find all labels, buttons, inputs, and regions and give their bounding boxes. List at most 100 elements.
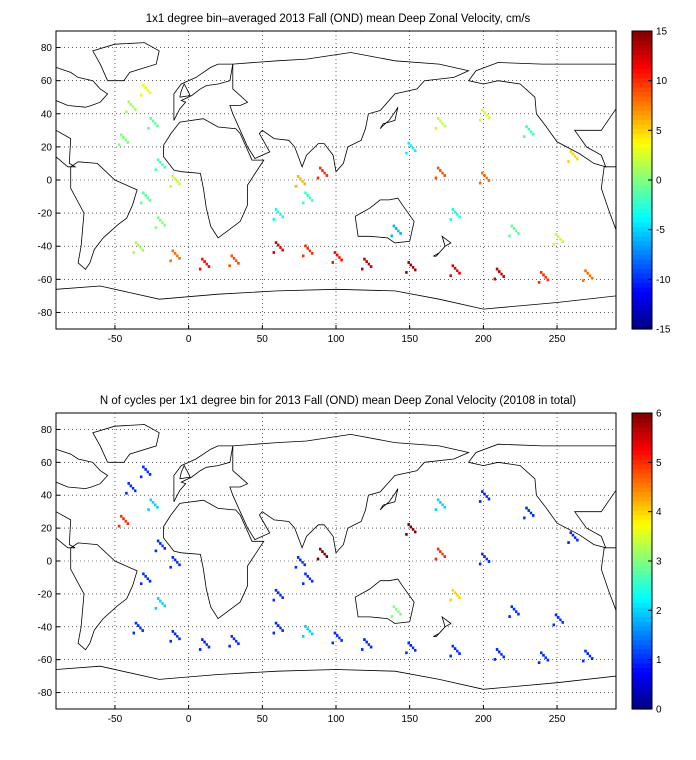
colorbar-segment bbox=[632, 676, 652, 682]
coastline bbox=[354, 197, 415, 244]
bin bbox=[146, 88, 149, 92]
bin bbox=[478, 118, 482, 122]
data-cell bbox=[228, 635, 240, 648]
data-cell bbox=[117, 133, 130, 147]
bin bbox=[310, 579, 314, 583]
data-cell bbox=[361, 638, 373, 651]
panel-2-data-cells bbox=[117, 465, 594, 664]
bin bbox=[303, 563, 306, 567]
bin bbox=[146, 470, 149, 474]
colorbar-segment bbox=[632, 477, 652, 483]
bin bbox=[281, 596, 284, 599]
bin bbox=[308, 577, 312, 581]
bin bbox=[405, 651, 408, 655]
bin bbox=[277, 591, 280, 595]
colorbar-segment bbox=[632, 198, 652, 204]
bin bbox=[399, 612, 402, 616]
colorbar-segment bbox=[632, 249, 652, 256]
colorbar-segment bbox=[632, 110, 652, 116]
bin bbox=[149, 117, 152, 120]
bin bbox=[272, 631, 275, 635]
coastline bbox=[600, 547, 617, 611]
colorbar-segment bbox=[632, 91, 652, 97]
bin bbox=[142, 465, 145, 469]
data-cell bbox=[294, 175, 306, 188]
bin bbox=[178, 563, 181, 567]
bin bbox=[458, 215, 461, 219]
bin bbox=[304, 244, 307, 248]
bin bbox=[294, 565, 298, 569]
bin bbox=[131, 487, 135, 490]
coastline bbox=[55, 67, 109, 108]
bin bbox=[552, 242, 555, 246]
bin bbox=[453, 266, 457, 270]
bin bbox=[117, 524, 121, 528]
colorbar-segment bbox=[632, 593, 652, 599]
bin bbox=[137, 624, 140, 627]
bin bbox=[169, 565, 172, 569]
data-cell bbox=[552, 613, 564, 627]
bin bbox=[478, 500, 482, 503]
colorbar-segment bbox=[632, 704, 652, 710]
bin bbox=[390, 615, 393, 618]
bin bbox=[310, 199, 314, 202]
y-tick-label: -20 bbox=[38, 589, 53, 600]
bin bbox=[277, 243, 280, 247]
bin bbox=[478, 562, 482, 566]
bin bbox=[493, 277, 497, 281]
bin bbox=[140, 475, 143, 479]
bin bbox=[303, 182, 306, 186]
bin bbox=[316, 557, 320, 561]
colorbar-segment bbox=[632, 226, 652, 232]
bin bbox=[120, 133, 123, 137]
colorbar-segment bbox=[632, 44, 652, 51]
bin bbox=[205, 262, 208, 266]
data-cell bbox=[361, 257, 373, 271]
panel-1-y-tick-labels: 80 60 40 20 0 -20 -40 -60 -80 bbox=[38, 43, 60, 319]
bin bbox=[540, 271, 543, 274]
bin bbox=[453, 647, 457, 650]
colorbar-tick-label: 15 bbox=[656, 27, 668, 38]
bin bbox=[161, 221, 164, 225]
bin bbox=[302, 635, 305, 638]
bin bbox=[207, 645, 211, 649]
bin bbox=[361, 648, 364, 651]
bin bbox=[176, 180, 179, 183]
colorbar-tick-label: -5 bbox=[656, 225, 665, 236]
data-cell bbox=[478, 171, 491, 185]
bin bbox=[319, 166, 322, 170]
bin bbox=[139, 246, 142, 249]
bin bbox=[125, 110, 128, 114]
bin bbox=[532, 514, 535, 517]
bin bbox=[176, 254, 179, 258]
colorbar-segment bbox=[632, 417, 652, 423]
colorbar-segment bbox=[632, 245, 652, 251]
coastline bbox=[433, 235, 452, 257]
bin bbox=[207, 265, 211, 268]
data-cell bbox=[272, 241, 284, 254]
panel-1-title: 1x1 degree bin–averaged 2013 Fall (OND) … bbox=[146, 13, 531, 25]
bin bbox=[340, 639, 343, 642]
colorbar-segment bbox=[632, 58, 652, 65]
x-tick-label: 150 bbox=[401, 334, 418, 345]
bin bbox=[502, 655, 505, 659]
coastline bbox=[173, 63, 234, 121]
bin bbox=[144, 468, 147, 471]
coastline bbox=[55, 448, 109, 490]
bin bbox=[171, 556, 175, 559]
bin bbox=[163, 223, 166, 227]
colorbar-segment bbox=[632, 570, 652, 576]
colorbar-segment bbox=[632, 625, 652, 631]
colorbar-segment bbox=[632, 259, 652, 265]
colorbar-segment bbox=[632, 602, 652, 608]
colorbar-segment bbox=[632, 128, 652, 135]
colorbar-segment bbox=[632, 296, 652, 302]
bin bbox=[582, 279, 585, 282]
bin bbox=[508, 615, 511, 618]
bin bbox=[567, 541, 570, 544]
colorbar-segment bbox=[632, 681, 652, 687]
bin bbox=[127, 482, 130, 485]
y-tick-label: -40 bbox=[38, 622, 53, 633]
bin bbox=[140, 582, 143, 586]
bin bbox=[169, 259, 172, 263]
